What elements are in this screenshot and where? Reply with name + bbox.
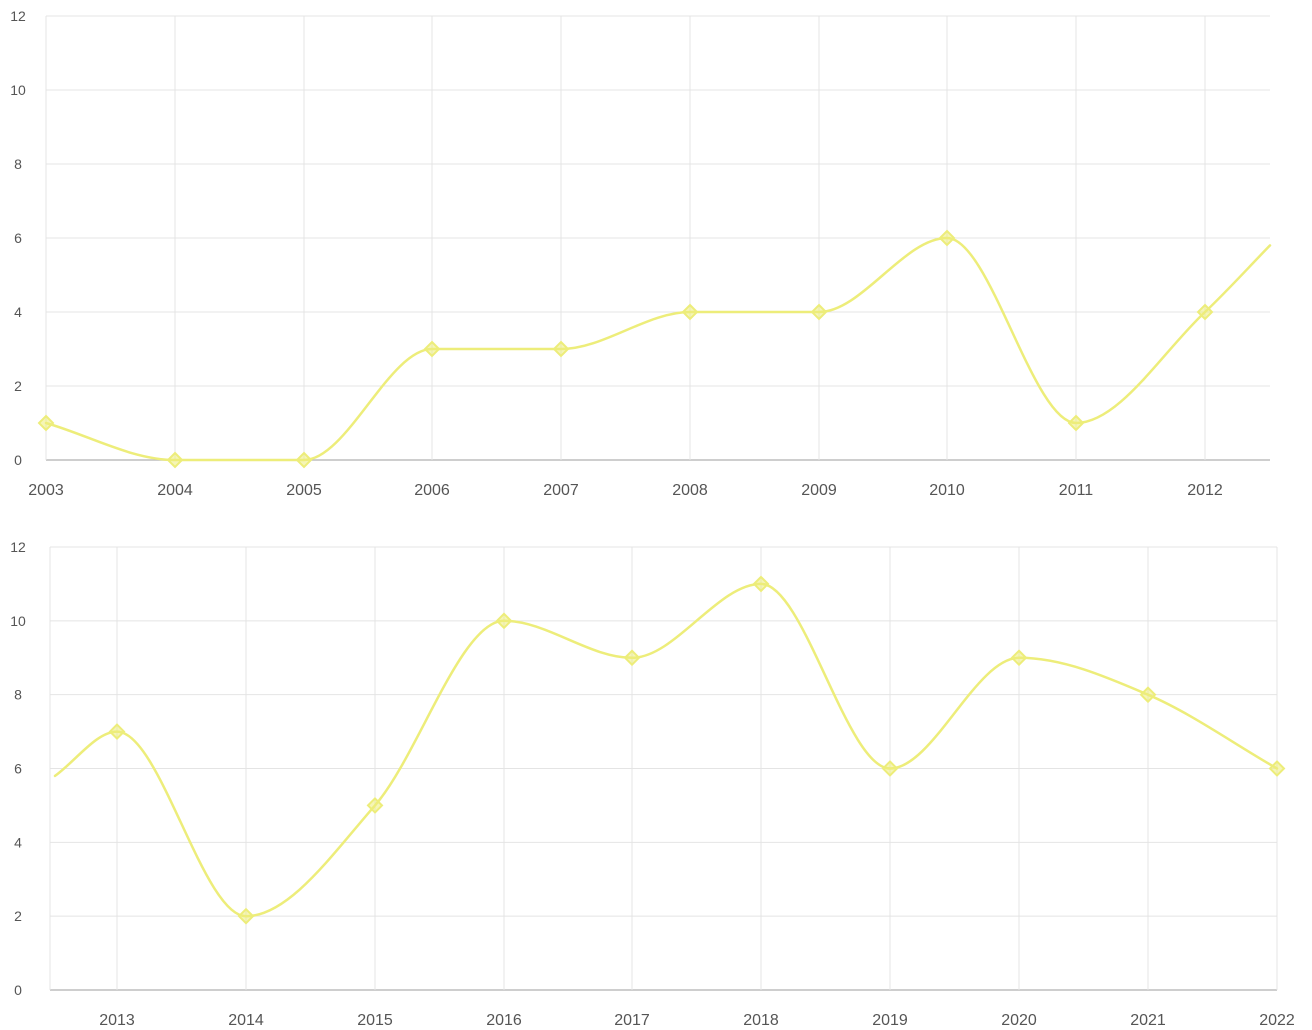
- data-point[interactable]: [1010, 649, 1028, 667]
- x-tick-label: 2010: [929, 482, 965, 499]
- x-tick-label: 2021: [1130, 1012, 1166, 1029]
- y-tick-label: 8: [14, 687, 22, 703]
- x-tick-label: 2004: [157, 482, 193, 499]
- y-tick-label: 6: [14, 230, 22, 246]
- y-tick-label: 0: [14, 452, 22, 468]
- x-tick-label: 2017: [614, 1012, 650, 1029]
- y-tick-label: 4: [14, 834, 22, 850]
- data-point[interactable]: [1139, 686, 1157, 704]
- y-tick-label: 6: [14, 761, 22, 777]
- data-point[interactable]: [366, 797, 384, 814]
- data-point[interactable]: [237, 907, 255, 925]
- x-tick-label: 2019: [872, 1012, 908, 1029]
- data-point[interactable]: [681, 303, 699, 321]
- y-tick-label: 2: [14, 378, 22, 394]
- data-point[interactable]: [552, 340, 570, 358]
- data-point[interactable]: [881, 760, 899, 777]
- x-tick-label: 2008: [672, 482, 708, 499]
- x-tick-label: 2005: [286, 482, 322, 499]
- x-tick-label: 2007: [543, 482, 579, 499]
- x-tick-label: 2003: [28, 482, 64, 499]
- x-tick-label: 2020: [1001, 1012, 1037, 1029]
- data-point[interactable]: [108, 723, 126, 740]
- x-tick-label: 2009: [801, 482, 837, 499]
- data-point[interactable]: [752, 575, 770, 593]
- series-line: [44, 236, 1272, 462]
- chart-2013-2022: 0 2 4 6 8 10 12 2013 2014 2015 2016 2017 2018 2019 202…: [10, 539, 1295, 1029]
- y-tick-label: 8: [14, 156, 22, 172]
- data-point[interactable]: [37, 414, 55, 432]
- y-tick-label: 4: [14, 304, 22, 320]
- y-tick-label: 12: [10, 539, 26, 555]
- data-point[interactable]: [423, 340, 441, 358]
- data-point[interactable]: [938, 229, 956, 247]
- data-point[interactable]: [810, 303, 828, 321]
- chart-2003-2012: 0 2 4 6 8 10 12 2003 2004 2005 2006 2007 2008 2009 201…: [10, 8, 1272, 499]
- data-point[interactable]: [1196, 303, 1214, 321]
- x-tick-label: 2016: [486, 1012, 522, 1029]
- data-point[interactable]: [166, 451, 184, 469]
- y-tick-label: 12: [10, 8, 26, 24]
- x-tick-label: 2013: [99, 1012, 135, 1029]
- data-point[interactable]: [495, 612, 513, 630]
- y-tick-label: 2: [14, 908, 22, 924]
- data-point[interactable]: [1067, 414, 1085, 432]
- x-tick-label: 2015: [357, 1012, 393, 1029]
- y-tick-label: 10: [10, 613, 26, 629]
- data-point[interactable]: [1268, 760, 1286, 777]
- y-tick-label: 10: [10, 82, 26, 98]
- x-tick-label: 2012: [1187, 482, 1223, 499]
- x-tick-label: 2011: [1059, 482, 1094, 499]
- y-tick-label: 0: [14, 982, 22, 998]
- series-line: [53, 582, 1279, 918]
- data-point[interactable]: [623, 649, 641, 667]
- x-tick-label: 2014: [228, 1012, 264, 1029]
- x-tick-label: 2018: [743, 1012, 779, 1029]
- x-tick-label: 2022: [1259, 1012, 1295, 1029]
- x-tick-label: 2006: [414, 482, 450, 499]
- data-point[interactable]: [295, 451, 313, 469]
